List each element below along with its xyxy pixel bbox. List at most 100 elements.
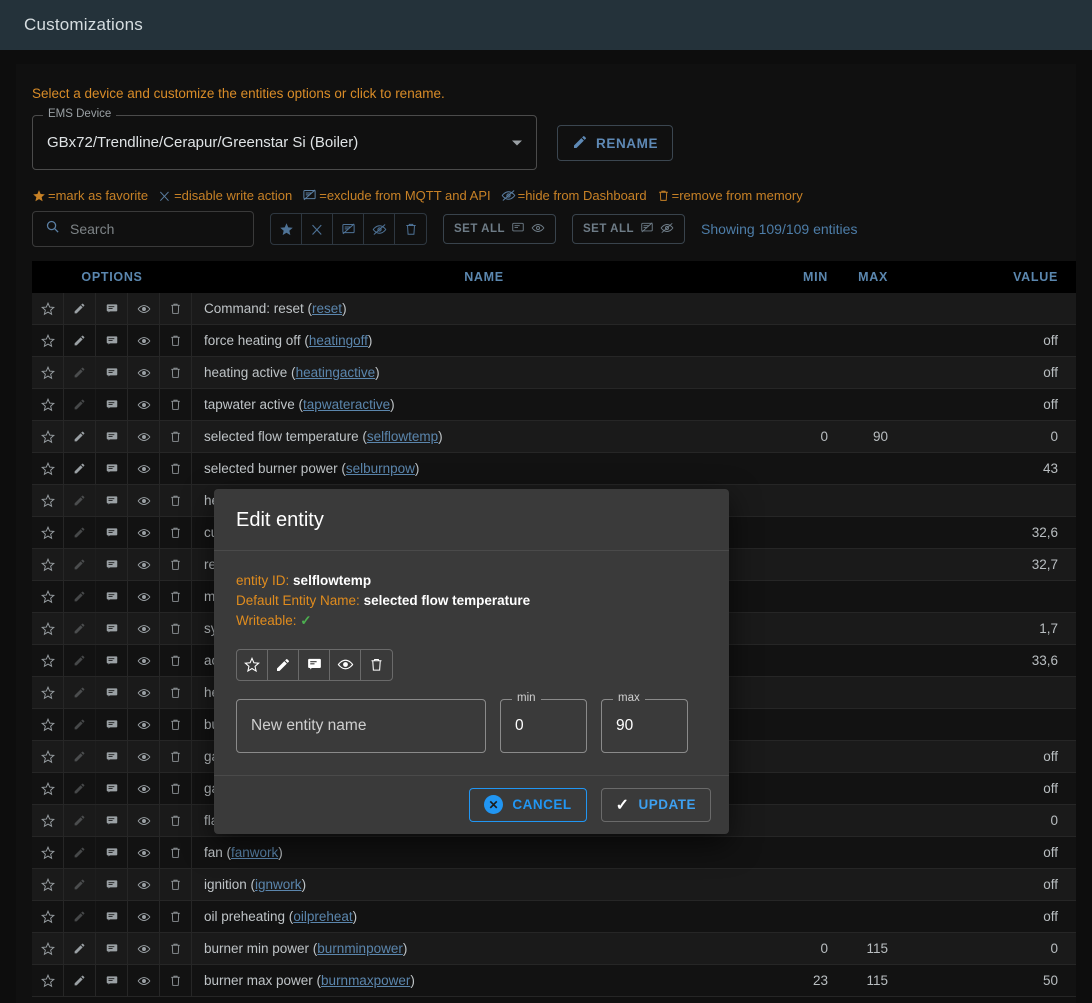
row-entity-id-link[interactable]: reset (312, 301, 343, 316)
row-write-button[interactable] (64, 709, 96, 740)
bulk-star-button[interactable] (271, 214, 302, 244)
row-favorite-button[interactable] (32, 709, 64, 740)
row-write-button[interactable] (64, 453, 96, 484)
row-entity-id-link[interactable]: ignwork (255, 877, 302, 892)
row-mqtt-button[interactable] (96, 389, 128, 420)
set-all-hide-button[interactable]: SET ALL (572, 214, 685, 244)
ems-device-select[interactable]: EMS Device GBx72/Trendline/Cerapur/Green… (32, 108, 537, 170)
row-delete-button[interactable] (160, 613, 192, 644)
table-row[interactable]: selected burner power (selburnpow) 43 (32, 453, 1076, 485)
row-mqtt-button[interactable] (96, 453, 128, 484)
row-delete-button[interactable] (160, 645, 192, 676)
row-mqtt-button[interactable] (96, 517, 128, 548)
table-row[interactable]: selected flow temperature (selflowtemp) 0… (32, 421, 1076, 453)
row-dashboard-button[interactable] (128, 453, 160, 484)
row-favorite-button[interactable] (32, 837, 64, 868)
set-all-show-button[interactable]: SET ALL (443, 214, 556, 244)
row-dashboard-button[interactable] (128, 709, 160, 740)
table-row[interactable]: fan (fanwork) off (32, 837, 1076, 869)
row-mqtt-button[interactable] (96, 549, 128, 580)
row-delete-button[interactable] (160, 549, 192, 580)
row-dashboard-button[interactable] (128, 485, 160, 516)
row-entity-id-link[interactable]: oilpreheat (293, 909, 353, 924)
row-delete-button[interactable] (160, 517, 192, 548)
row-dashboard-button[interactable] (128, 357, 160, 388)
row-mqtt-button[interactable] (96, 357, 128, 388)
row-write-button[interactable] (64, 869, 96, 900)
row-delete-button[interactable] (160, 773, 192, 804)
row-mqtt-button[interactable] (96, 645, 128, 676)
row-delete-button[interactable] (160, 357, 192, 388)
row-favorite-button[interactable] (32, 357, 64, 388)
row-dashboard-button[interactable] (128, 645, 160, 676)
row-delete-button[interactable] (160, 933, 192, 964)
row-entity-id-link[interactable]: burnminpower (317, 941, 403, 956)
bulk-mqtt-button[interactable] (333, 214, 364, 244)
row-favorite-button[interactable] (32, 613, 64, 644)
row-write-button[interactable] (64, 901, 96, 932)
search-input[interactable]: Search (32, 211, 254, 247)
row-favorite-button[interactable] (32, 901, 64, 932)
row-entity-id-link[interactable]: tapwateractive (303, 397, 391, 412)
row-favorite-button[interactable] (32, 421, 64, 452)
row-dashboard-button[interactable] (128, 933, 160, 964)
row-dashboard-button[interactable] (128, 549, 160, 580)
row-favorite-button[interactable] (32, 581, 64, 612)
row-entity-id-link[interactable]: burnmaxpower (321, 973, 411, 988)
row-favorite-button[interactable] (32, 869, 64, 900)
max-input[interactable]: max 90 (601, 691, 688, 753)
bulk-nowrite-button[interactable] (302, 214, 333, 244)
rename-button[interactable]: RENAME (557, 125, 674, 161)
row-delete-button[interactable] (160, 805, 192, 836)
row-mqtt-button[interactable] (96, 421, 128, 452)
row-write-button[interactable] (64, 773, 96, 804)
bulk-remove-button[interactable] (395, 214, 426, 244)
row-dashboard-button[interactable] (128, 869, 160, 900)
row-entity-id-link[interactable]: selflowtemp (366, 429, 439, 444)
row-favorite-button[interactable] (32, 645, 64, 676)
row-mqtt-button[interactable] (96, 613, 128, 644)
dialog-write-button[interactable] (268, 649, 299, 680)
row-mqtt-button[interactable] (96, 805, 128, 836)
row-favorite-button[interactable] (32, 453, 64, 484)
table-row[interactable]: force heating off (heatingoff) off (32, 325, 1076, 357)
row-mqtt-button[interactable] (96, 709, 128, 740)
row-write-button[interactable] (64, 837, 96, 868)
row-dashboard-button[interactable] (128, 837, 160, 868)
row-write-button[interactable] (64, 581, 96, 612)
row-delete-button[interactable] (160, 293, 192, 324)
row-write-button[interactable] (64, 485, 96, 516)
row-write-button[interactable] (64, 293, 96, 324)
dialog-favorite-button[interactable] (237, 649, 268, 680)
table-row[interactable]: heating active (heatingactive) off (32, 357, 1076, 389)
row-dashboard-button[interactable] (128, 805, 160, 836)
row-favorite-button[interactable] (32, 773, 64, 804)
row-write-button[interactable] (64, 421, 96, 452)
row-dashboard-button[interactable] (128, 965, 160, 996)
table-row[interactable]: burner min power (burnminpower) 0 115 0 (32, 933, 1076, 965)
row-dashboard-button[interactable] (128, 901, 160, 932)
table-row[interactable]: ignition (ignwork) off (32, 869, 1076, 901)
new-entity-name-input[interactable]: New entity name (236, 698, 486, 753)
row-delete-button[interactable] (160, 965, 192, 996)
row-mqtt-button[interactable] (96, 965, 128, 996)
row-mqtt-button[interactable] (96, 773, 128, 804)
row-delete-button[interactable] (160, 453, 192, 484)
row-favorite-button[interactable] (32, 485, 64, 516)
row-favorite-button[interactable] (32, 325, 64, 356)
row-favorite-button[interactable] (32, 741, 64, 772)
row-write-button[interactable] (64, 741, 96, 772)
row-delete-button[interactable] (160, 581, 192, 612)
row-dashboard-button[interactable] (128, 293, 160, 324)
row-write-button[interactable] (64, 389, 96, 420)
row-mqtt-button[interactable] (96, 837, 128, 868)
row-mqtt-button[interactable] (96, 325, 128, 356)
row-write-button[interactable] (64, 965, 96, 996)
row-delete-button[interactable] (160, 869, 192, 900)
row-delete-button[interactable] (160, 325, 192, 356)
row-favorite-button[interactable] (32, 389, 64, 420)
row-delete-button[interactable] (160, 389, 192, 420)
row-dashboard-button[interactable] (128, 581, 160, 612)
row-favorite-button[interactable] (32, 517, 64, 548)
row-dashboard-button[interactable] (128, 421, 160, 452)
